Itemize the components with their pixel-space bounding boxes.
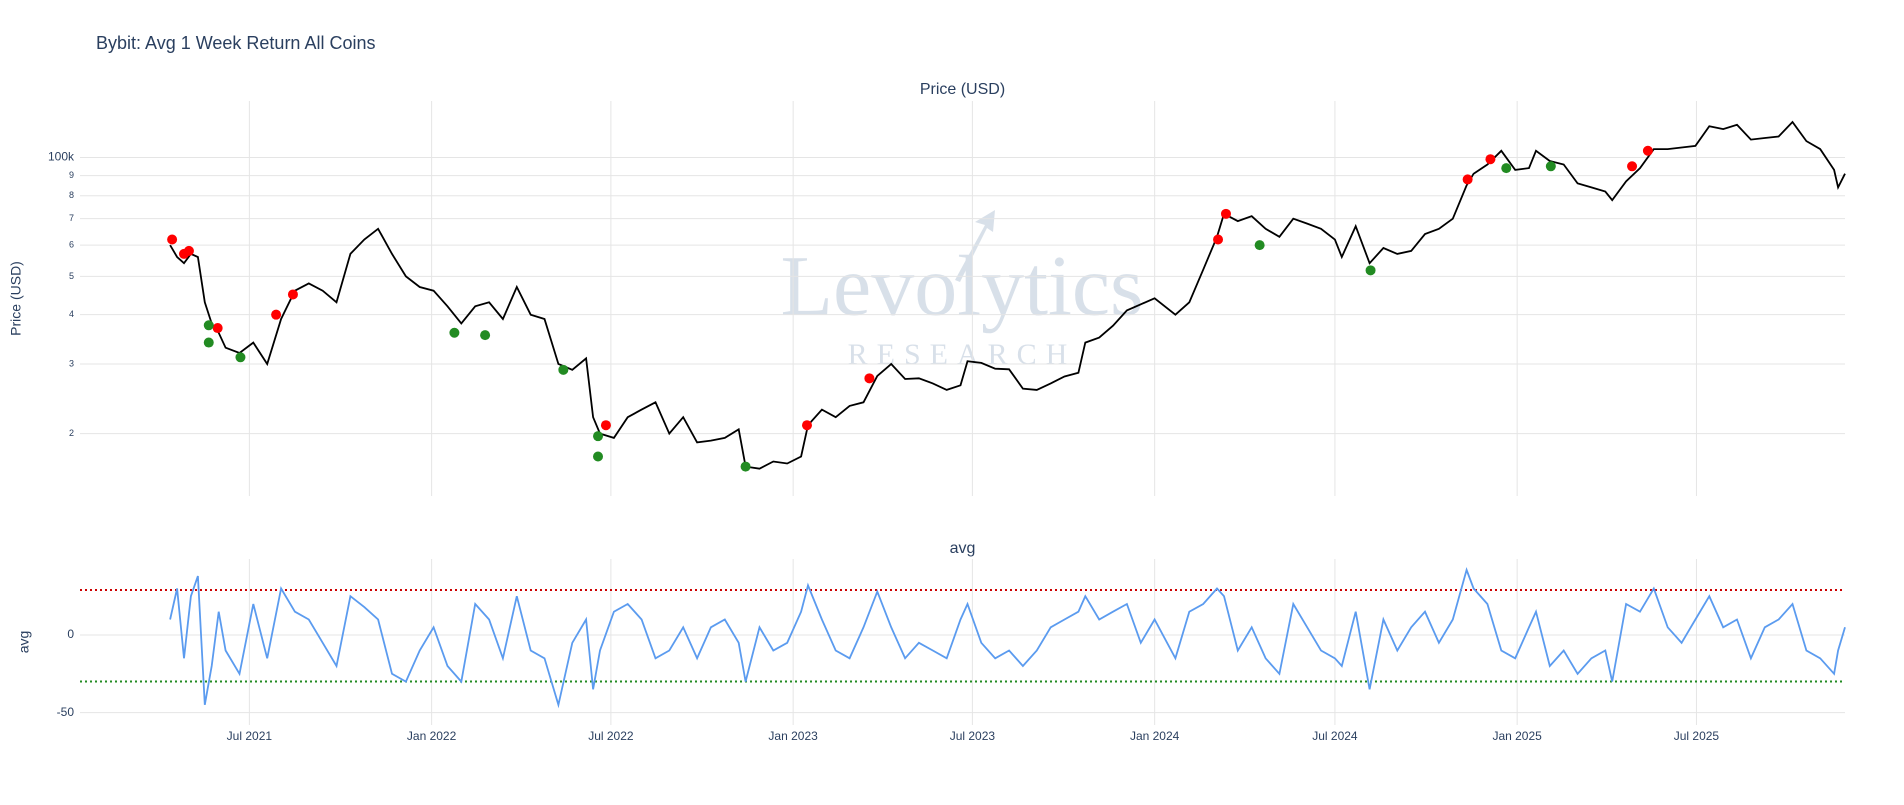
- signal-marker: [1462, 174, 1473, 185]
- subplot-title: avg: [950, 540, 976, 557]
- y-tick-label: 9: [69, 170, 74, 180]
- x-tick-label: Jul 2023: [950, 729, 996, 743]
- signal-marker: [558, 364, 569, 375]
- y-tick-label: 7: [69, 213, 74, 223]
- x-tick-label: Jul 2025: [1674, 729, 1720, 743]
- y-axis-label: avg: [16, 631, 32, 654]
- signal-marker: [1254, 240, 1265, 251]
- signal-marker: [593, 451, 604, 462]
- signal-marker: [1485, 154, 1496, 165]
- x-tick-label: Jul 2021: [227, 729, 273, 743]
- signal-marker: [203, 320, 214, 331]
- signal-marker: [235, 352, 246, 363]
- x-tick-label: Jul 2022: [588, 729, 634, 743]
- x-tick-label: Jul 2024: [1312, 729, 1358, 743]
- watermark-arrow: [955, 210, 995, 282]
- signal-marker: [1213, 234, 1224, 245]
- signal-marker: [1627, 161, 1638, 172]
- signal-marker: [287, 289, 298, 300]
- series-line: [169, 567, 1846, 709]
- signal-marker: [212, 323, 223, 334]
- x-tick-label: Jan 2023: [768, 729, 818, 743]
- page-title: Bybit: Avg 1 Week Return All Coins: [96, 33, 375, 53]
- signal-marker: [1642, 145, 1653, 156]
- signal-marker: [271, 309, 282, 320]
- y-tick-label: 4: [69, 309, 74, 319]
- watermark: Levolytics RESEARCH: [780, 210, 1144, 371]
- y-tick-label: 0: [67, 627, 74, 641]
- x-tick-label: Jan 2025: [1492, 729, 1542, 743]
- y-tick-label: 100k: [48, 150, 75, 164]
- y-tick-label: -50: [57, 705, 75, 719]
- y-tick-label: 8: [69, 190, 74, 200]
- signal-marker: [740, 461, 751, 472]
- signal-marker: [167, 234, 178, 245]
- y-axis-label: Price (USD): [8, 261, 24, 336]
- signal-marker: [203, 337, 214, 348]
- signal-marker: [864, 373, 875, 384]
- y-tick-label: 6: [69, 239, 74, 249]
- subplot-title: Price (USD): [920, 81, 1005, 98]
- signal-marker: [1220, 208, 1231, 219]
- signal-marker: [593, 431, 604, 442]
- signal-marker: [801, 420, 812, 431]
- signal-marker: [1545, 161, 1556, 172]
- signal-marker: [1501, 163, 1512, 174]
- y-tick-label: 5: [69, 271, 74, 281]
- signal-marker: [1365, 265, 1376, 276]
- signal-marker: [183, 245, 194, 256]
- y-tick-label: 3: [69, 358, 74, 368]
- x-tick-label: Jan 2024: [1130, 729, 1180, 743]
- y-tick-label: 2: [69, 428, 74, 438]
- x-tick-label: Jan 2022: [407, 729, 457, 743]
- watermark-name: Levolytics: [780, 238, 1143, 334]
- series-line: [169, 120, 1846, 470]
- signal-marker: [480, 330, 491, 341]
- watermark-tagline: RESEARCH: [848, 338, 1077, 371]
- signal-marker: [449, 327, 460, 338]
- signal-marker: [600, 420, 611, 431]
